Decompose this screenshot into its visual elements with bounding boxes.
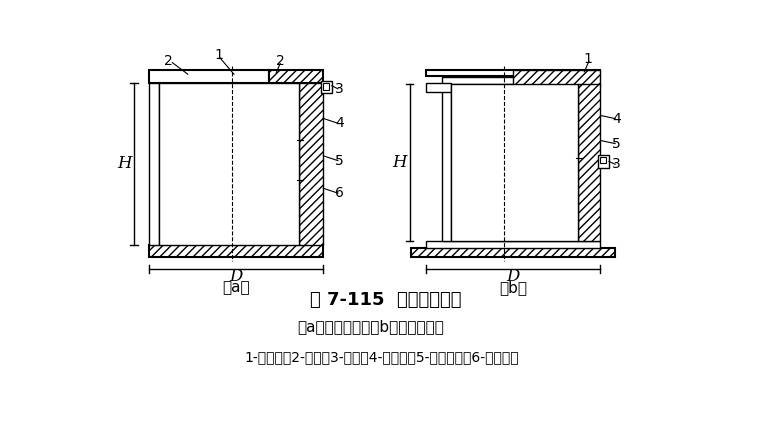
- Bar: [513, 70, 600, 86]
- Text: 5: 5: [335, 154, 344, 168]
- Bar: [442, 84, 451, 240]
- Text: 2: 2: [276, 54, 284, 68]
- Text: 图 7-115  锤击力传感器: 图 7-115 锤击力传感器: [310, 291, 461, 309]
- Text: 4: 4: [613, 112, 621, 125]
- Bar: [321, 81, 332, 93]
- Bar: [578, 84, 600, 240]
- Bar: [442, 77, 584, 84]
- Text: 1: 1: [584, 52, 593, 66]
- Bar: [149, 245, 322, 258]
- Bar: [299, 83, 322, 245]
- Bar: [322, 83, 328, 89]
- Text: 5: 5: [613, 137, 621, 150]
- Bar: [426, 83, 451, 92]
- Text: 4: 4: [335, 116, 344, 130]
- Text: 2: 2: [164, 54, 173, 68]
- Bar: [411, 248, 615, 258]
- Text: H: H: [117, 155, 132, 172]
- Bar: [451, 84, 578, 240]
- Bar: [600, 157, 606, 163]
- Bar: [149, 83, 159, 245]
- Text: （b）: （b）: [499, 280, 527, 295]
- Bar: [598, 154, 609, 168]
- Bar: [426, 240, 600, 248]
- Text: D: D: [506, 268, 520, 285]
- Text: D: D: [230, 268, 242, 285]
- Bar: [159, 83, 299, 245]
- Text: 3: 3: [613, 157, 621, 171]
- Bar: [426, 70, 600, 77]
- Text: （a）: （a）: [222, 280, 250, 295]
- Text: 1-法兰盘；2-盖板；3-插座；4-电阻片；5-弹性元件；6-防水胶片: 1-法兰盘；2-盖板；3-插座；4-电阻片；5-弹性元件；6-防水胶片: [245, 351, 519, 364]
- Text: H: H: [392, 154, 407, 171]
- Text: 6: 6: [335, 186, 344, 200]
- Bar: [497, 236, 528, 240]
- Text: 3: 3: [335, 82, 344, 96]
- Text: 1: 1: [214, 48, 223, 62]
- Bar: [268, 70, 322, 83]
- Text: （a）用于帽上；（b）用于垫木上: （a）用于帽上；（b）用于垫木上: [297, 319, 444, 334]
- Bar: [149, 70, 268, 83]
